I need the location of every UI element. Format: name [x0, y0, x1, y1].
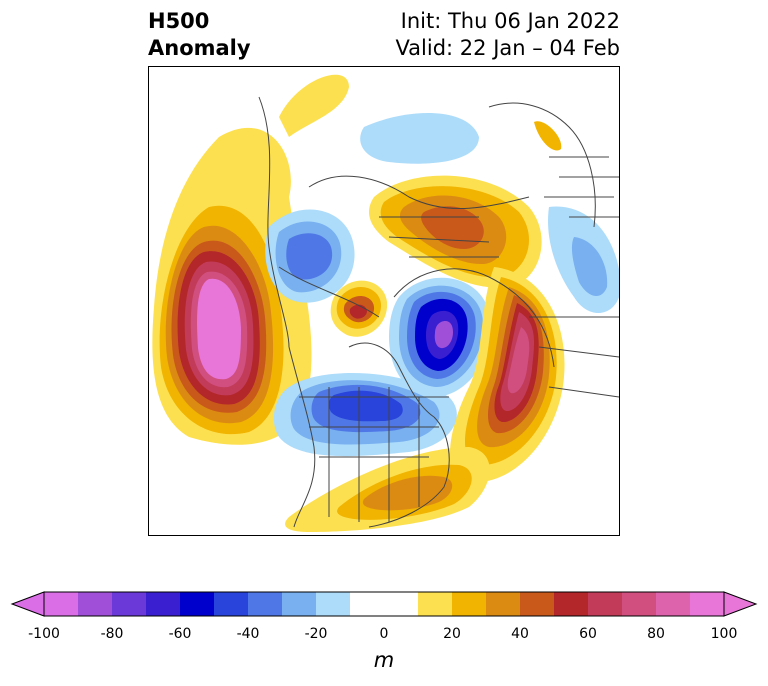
siberia-trough-inner	[571, 237, 608, 297]
colorbar-cell	[452, 592, 487, 616]
colorbar-cell	[384, 592, 419, 616]
coastlines	[258, 96, 619, 528]
colorbar-cell	[112, 592, 147, 616]
colorbar-extend-min	[10, 591, 45, 617]
colorbar-tick-label: -100	[28, 626, 60, 642]
colorbar-cell	[146, 592, 181, 616]
init-time: Init: Thu 06 Jan 2022	[400, 9, 620, 33]
arctic-trough-north	[360, 113, 479, 164]
colorbar-tick-label: 100	[710, 626, 738, 642]
colorbar-cell	[282, 592, 317, 616]
colorbar-cell	[486, 592, 521, 616]
colorbar-tick-label: 60	[579, 626, 597, 642]
colorbar-cell	[656, 592, 691, 616]
colorbar-cell	[180, 592, 215, 616]
colorbar-tick-label: 40	[511, 626, 529, 642]
valid-period: Valid: 22 Jan – 04 Feb	[395, 36, 620, 60]
anomaly-map	[148, 66, 620, 536]
colorbar-cell	[44, 592, 79, 616]
colorbar-tick-label: -80	[100, 626, 124, 642]
colorbar-tick-label: -60	[168, 626, 192, 642]
colorbar-tick-label: 20	[443, 626, 461, 642]
colorbar-cell	[622, 592, 657, 616]
colorbar-cell	[588, 592, 623, 616]
title-field: Anomaly	[148, 36, 251, 60]
colorbar-cell	[554, 592, 589, 616]
eurasia-ridge	[369, 175, 542, 288]
na-trough	[273, 373, 457, 457]
colorbar	[10, 591, 758, 617]
arctic-trough	[389, 277, 491, 397]
colorbar-cell	[418, 592, 453, 616]
asia-positive-spot	[534, 121, 562, 151]
title-variable: H500	[148, 9, 210, 33]
colorbar-cell	[350, 592, 385, 616]
colorbar-tick-label: 0	[379, 626, 389, 642]
colorbar-cell	[316, 592, 351, 616]
colorbar-unit: m	[373, 648, 395, 672]
title-right: Init: Thu 06 Jan 2022 Valid: 22 Jan – 04…	[395, 8, 620, 62]
colorbar-cell	[690, 592, 725, 616]
colorbar-extend-max	[723, 591, 758, 617]
anomaly-map-svg	[152, 74, 619, 532]
colorbar-tick-label: 80	[647, 626, 665, 642]
colorbar-tick-label: -20	[304, 626, 328, 642]
colorbar-cell	[78, 592, 113, 616]
colorbar-frame	[43, 591, 725, 617]
alaska-positive	[279, 74, 349, 137]
colorbar-tick-label: -40	[236, 626, 260, 642]
colorbar-cell	[214, 592, 249, 616]
us-ridge	[285, 447, 490, 532]
colorbar-cell	[248, 592, 283, 616]
hudson-ridge	[330, 280, 388, 337]
europe-ridge	[450, 267, 565, 483]
pacific-ridge	[152, 127, 312, 445]
colorbar-cell	[520, 592, 555, 616]
title-left: H500 Anomaly	[148, 8, 251, 62]
